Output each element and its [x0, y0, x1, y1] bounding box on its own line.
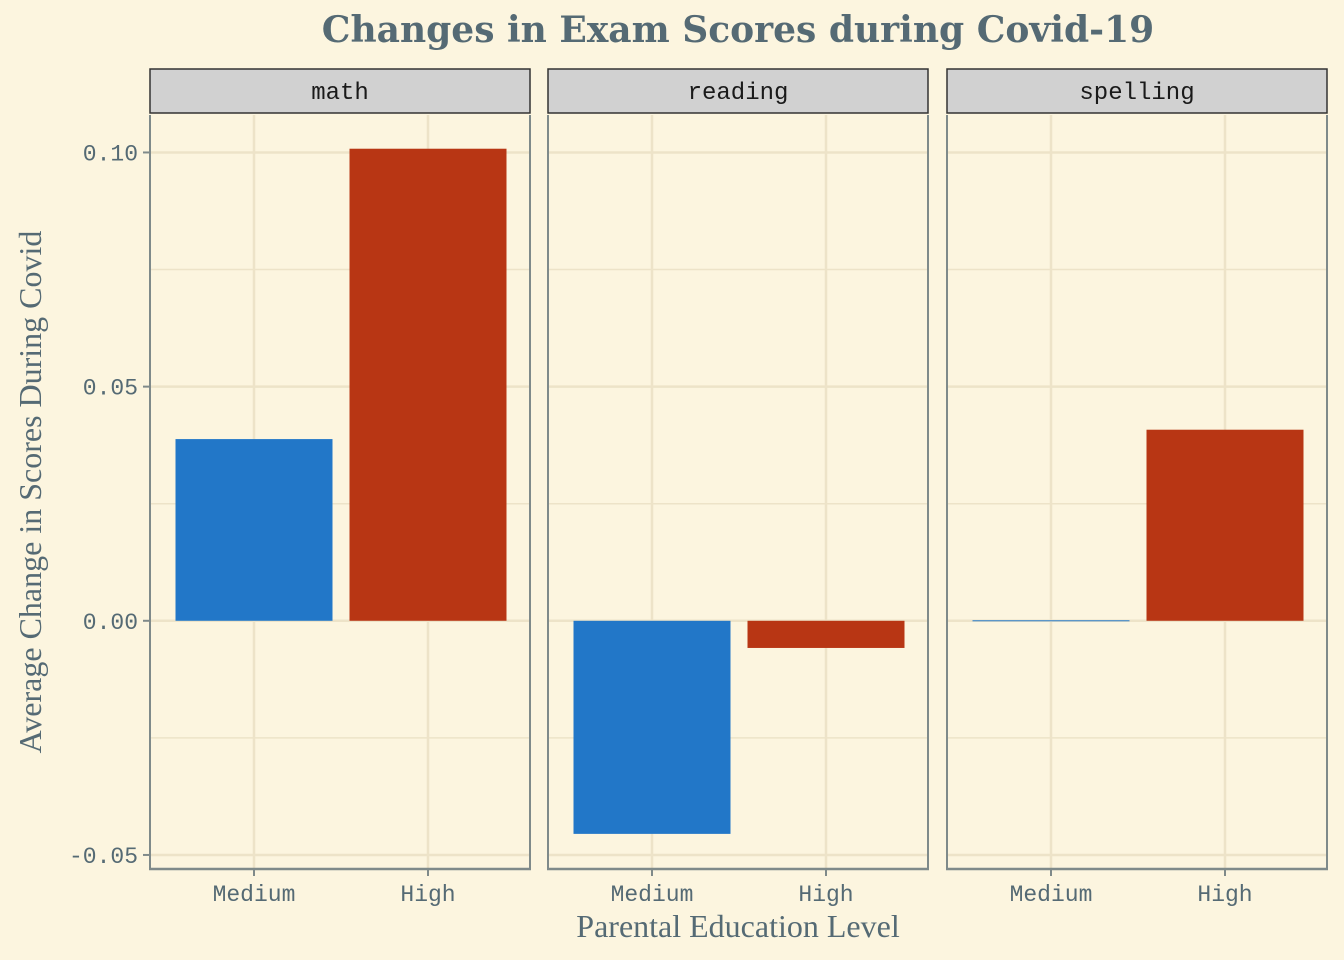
- bar-reading-medium: [573, 620, 731, 834]
- y-tick-label: 0.05: [83, 376, 138, 402]
- panels: math Medium High reading Medium High spelling M…: [69, 68, 1328, 908]
- y-tick-label: 0.00: [83, 610, 138, 636]
- panel-spelling: spelling Medium High: [946, 68, 1328, 908]
- x-tick-label: High: [798, 882, 853, 908]
- bar-math-high: [349, 148, 507, 621]
- panel-math: math Medium High: [149, 68, 531, 908]
- chart-title: Changes in Exam Scores during Covid-19: [322, 9, 1154, 51]
- y-axis: -0.05 0.00 0.05 0.10: [69, 141, 150, 870]
- y-tick-label: -0.05: [69, 844, 138, 870]
- facet-label-spelling: spelling: [1079, 80, 1194, 107]
- bar-reading-high: [747, 620, 905, 648]
- bar-math-medium: [175, 439, 333, 621]
- x-axis-title: Parental Education Level: [576, 908, 900, 944]
- facet-label-reading: reading: [688, 80, 789, 107]
- y-axis-title: Average Change in Scores During Covid: [12, 231, 48, 754]
- x-tick-label: Medium: [213, 882, 296, 908]
- facet-strip: [946, 68, 1328, 114]
- x-tick-label: Medium: [611, 882, 694, 908]
- y-tick-label: 0.10: [83, 141, 138, 167]
- bar-spelling-medium: [972, 620, 1130, 622]
- panel-reading: reading Medium High: [547, 68, 929, 908]
- x-tick-label: Medium: [1010, 882, 1093, 908]
- bar-spelling-high: [1146, 429, 1304, 621]
- facet-label-math: math: [311, 80, 369, 107]
- facet-strip: [149, 68, 531, 114]
- x-tick-label: High: [400, 882, 455, 908]
- x-tick-label: High: [1197, 882, 1252, 908]
- facet-strip: [547, 68, 929, 114]
